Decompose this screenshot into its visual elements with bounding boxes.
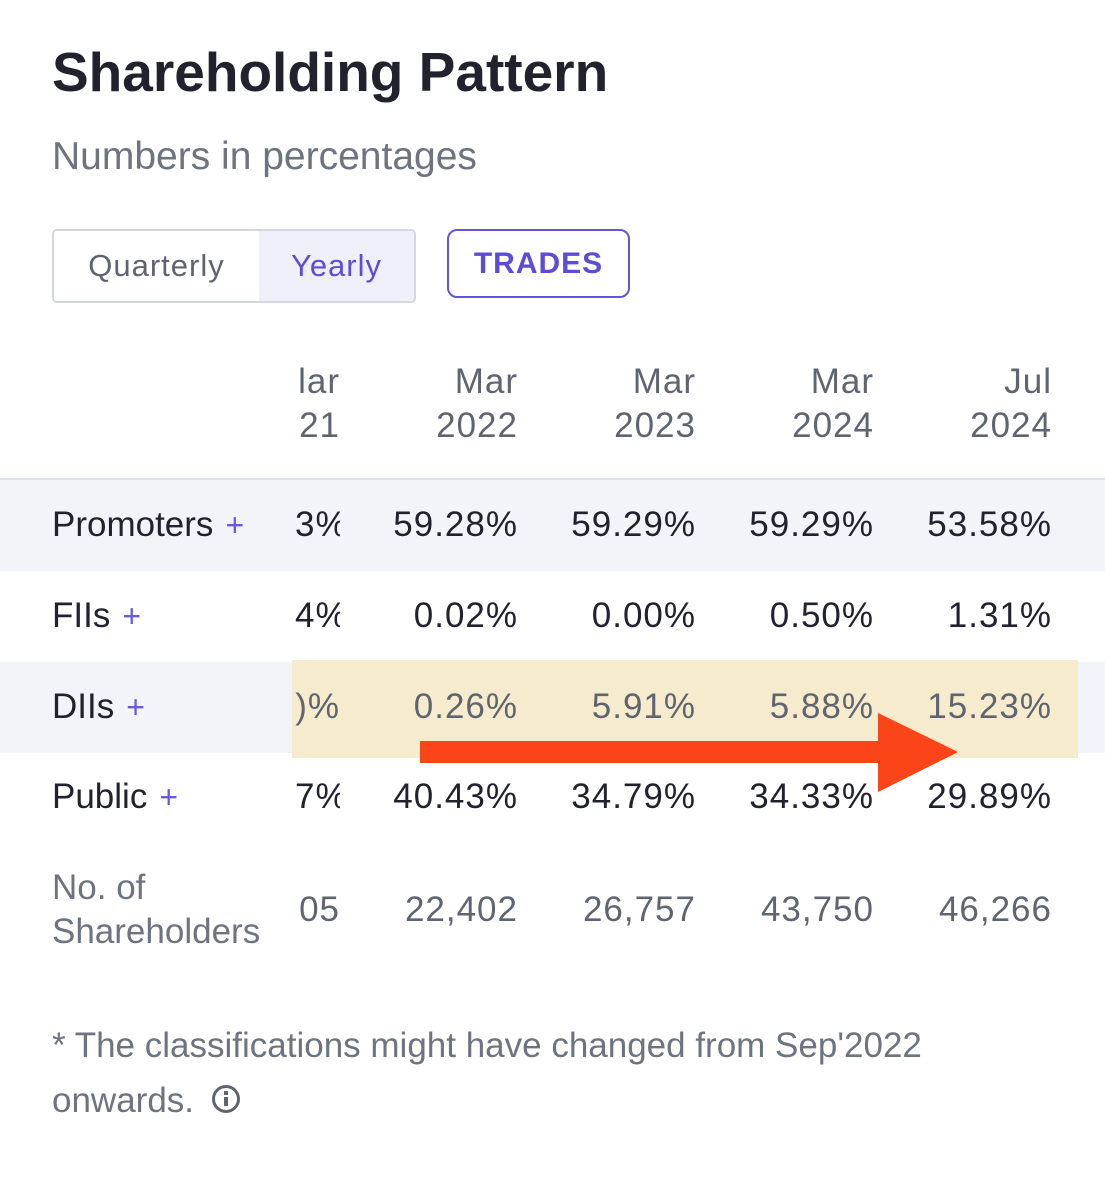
column-header-4: Jul 2024 xyxy=(970,362,1052,445)
table-cell: 34.33% xyxy=(749,777,874,816)
arrow-shaft xyxy=(420,741,880,763)
table-cell: 1.31% xyxy=(947,596,1052,635)
row-label-shareholders: No. of Shareholders xyxy=(52,868,261,951)
table-cell: 5.88% xyxy=(769,687,874,726)
table-cell: 22,402 xyxy=(404,890,518,929)
table-cell: 26,757 xyxy=(582,890,696,929)
table-cell: 29.89% xyxy=(927,777,1052,816)
table-cell: 0.00% xyxy=(591,596,696,635)
arrow-head xyxy=(878,713,958,792)
table-cell: 43,750 xyxy=(760,890,874,929)
table-cell: 34.79% xyxy=(571,777,696,816)
row-label-promoters: Promoters + xyxy=(52,505,245,544)
expand-diis-plus-icon[interactable]: + xyxy=(126,689,145,725)
header-divider xyxy=(0,478,1105,480)
table-cell: 40.43% xyxy=(393,777,518,816)
column-header-0: lar 21 xyxy=(298,362,340,445)
table-cell: 7% xyxy=(295,777,340,816)
trades-button[interactable]: TRADES xyxy=(447,229,630,298)
table-cell: 59.29% xyxy=(749,505,874,544)
table-cell: )% xyxy=(295,687,340,726)
table-cell: 4% xyxy=(295,596,340,635)
table-cell: 46,266 xyxy=(938,890,1052,929)
table-cell: 0.02% xyxy=(413,596,518,635)
period-toggle: Quarterly Yearly xyxy=(52,229,416,303)
page-title: Shareholding Pattern xyxy=(52,41,609,103)
toggle-yearly[interactable]: Yearly xyxy=(259,231,414,301)
row-label-public: Public + xyxy=(52,777,179,816)
expand-public-plus-icon[interactable]: + xyxy=(159,779,179,815)
red-arrow-annotation xyxy=(420,713,958,792)
table-cell: 53.58% xyxy=(927,505,1052,544)
row-label-diis: DIIs + xyxy=(52,687,145,726)
table-cell: 5.91% xyxy=(591,687,696,726)
page-subtitle: Numbers in percentages xyxy=(52,135,477,178)
footnote: * The classifications might have changed… xyxy=(52,1026,922,1120)
column-header-2: Mar 2023 xyxy=(614,362,696,445)
expand-promoters-plus-icon[interactable]: + xyxy=(225,507,245,543)
table-cell: 05 xyxy=(299,890,340,929)
expand-fiis-plus-icon[interactable]: + xyxy=(122,598,142,634)
table-cell: 3% xyxy=(295,505,340,544)
row-label-fiis: FIIs + xyxy=(52,596,142,635)
table-cell: 59.29% xyxy=(571,505,696,544)
column-header-1: Mar 2022 xyxy=(436,362,518,445)
toggle-quarterly[interactable]: Quarterly xyxy=(54,231,259,301)
table-cell: 0.50% xyxy=(769,596,874,635)
info-icon[interactable] xyxy=(212,1084,241,1113)
column-header-3: Mar 2024 xyxy=(792,362,874,445)
table-cell: 0.26% xyxy=(413,687,518,726)
table-cell: 59.28% xyxy=(393,505,518,544)
row-background-promoters xyxy=(0,480,1105,571)
table-cell: 15.23% xyxy=(927,687,1052,726)
